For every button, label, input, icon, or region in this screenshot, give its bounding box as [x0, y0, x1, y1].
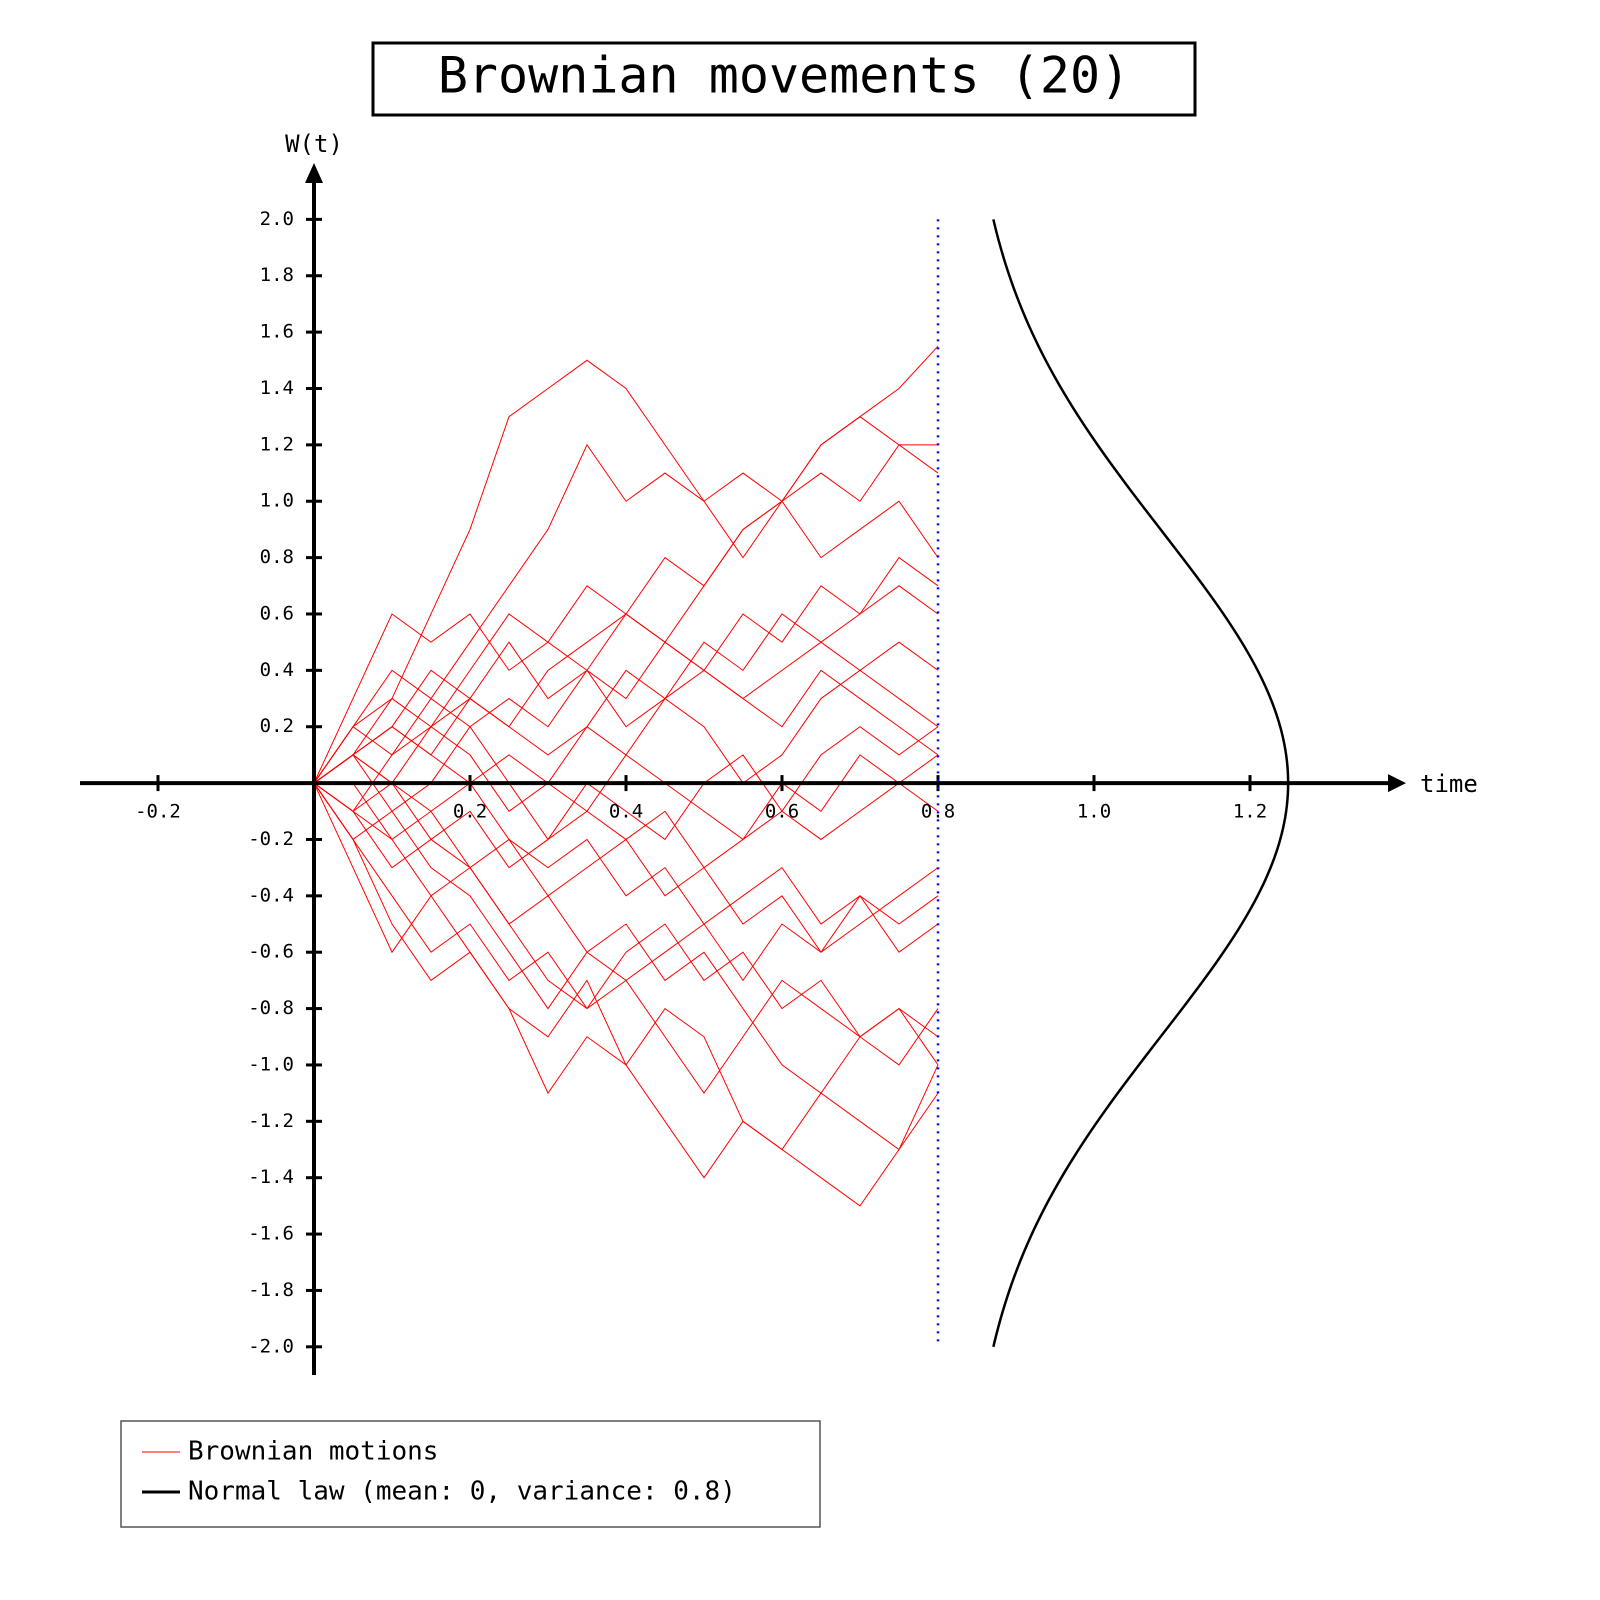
x-tick-label: 0.4: [609, 801, 643, 823]
brownian-path: [313, 754, 939, 869]
y-tick-label: -0.2: [248, 828, 294, 850]
y-tick-label: 2.0: [260, 208, 294, 230]
y-tick-label: 0.8: [260, 546, 294, 568]
y-tick-label: -1.2: [248, 1110, 294, 1132]
legend-box: [120, 1420, 821, 1528]
chart-title: Brownian movements (20): [438, 47, 1130, 105]
x-tick-label: 1.0: [1077, 801, 1111, 823]
title-box: [371, 41, 1197, 117]
brownian-path: [313, 500, 939, 784]
y-tick-label: 0.4: [260, 659, 294, 681]
brownian-path: [313, 585, 939, 784]
y-tick-label: -0.8: [248, 997, 294, 1019]
brownian-path: [313, 782, 939, 1179]
y-tick-label: -0.6: [248, 941, 294, 963]
y-axis-label: W(t): [285, 130, 343, 158]
legend-label: Normal law (mean: 0, variance: 0.8): [188, 1477, 736, 1507]
y-tick-label: 1.2: [260, 433, 294, 455]
y-tick-label: -1.0: [248, 1053, 294, 1075]
brownian-path: [313, 613, 939, 812]
brownian-path: [313, 782, 939, 1010]
y-tick-label: 0.2: [260, 715, 294, 737]
x-axis-label: time: [1420, 770, 1478, 798]
brownian-path: [313, 359, 938, 784]
brownian-path: [313, 556, 939, 784]
y-tick-label: -1.4: [248, 1166, 294, 1188]
brownian-path: [313, 782, 939, 1066]
y-tick-label: 1.4: [260, 377, 294, 399]
brownian-path: [313, 782, 939, 1207]
x-tick-label: 1.2: [1233, 801, 1267, 823]
y-axis-arrow: [305, 163, 323, 183]
y-tick-label: 1.8: [260, 264, 294, 286]
x-tick-label: 0.2: [453, 801, 487, 823]
x-axis-arrow: [1388, 774, 1406, 793]
x-tick-label: -0.2: [135, 801, 181, 823]
y-tick-label: 0.6: [260, 602, 294, 624]
brownian-path: [313, 444, 939, 784]
brownian-path: [313, 345, 939, 784]
y-tick-label: -2.0: [248, 1335, 294, 1357]
y-tick-label: -1.6: [248, 1223, 294, 1245]
brownian-path: [313, 726, 939, 869]
legend-label: Brownian motions: [188, 1437, 438, 1467]
x-tick-label: 0.6: [765, 801, 799, 823]
y-tick-label: 1.0: [260, 490, 294, 512]
brownian-path: [313, 782, 939, 1095]
normal-curve: [992, 219, 1290, 1348]
y-tick-label: 1.6: [260, 321, 294, 343]
y-tick-label: -0.4: [248, 884, 294, 906]
y-tick-label: -1.8: [248, 1279, 294, 1301]
brownian-path: [313, 641, 939, 812]
